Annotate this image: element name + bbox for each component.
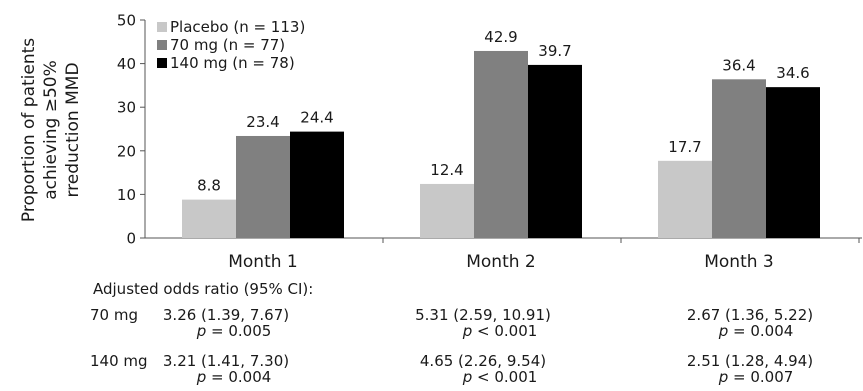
x-category-label: Month 3 (704, 252, 774, 272)
y-axis-label-line: Proportion of patients (19, 38, 39, 222)
bar-value-label: 39.7 (538, 42, 571, 60)
y-axis-label: Proportion of patients achieving ≥50% rred… (19, 38, 83, 222)
legend-swatch (157, 40, 167, 50)
bar-value-label: 34.6 (776, 64, 809, 82)
bar (528, 64, 582, 239)
y-tick-label: 30 (117, 99, 136, 117)
y-tick-label: 40 (117, 55, 136, 73)
bar (420, 183, 474, 238)
x-category-label: Month 1 (228, 252, 298, 272)
legend-label: 140 mg (n = 78) (170, 54, 295, 72)
y-axis-label-line: rreduction MMD (63, 62, 83, 197)
bar (182, 199, 236, 238)
bar (766, 87, 820, 238)
y-axis-label-line: achieving ≥50% (41, 60, 61, 200)
bar (658, 160, 712, 238)
bar-value-label: 23.4 (246, 113, 279, 131)
bar (236, 135, 290, 238)
y-tick-label: 50 (117, 12, 136, 30)
legend-label: Placebo (n = 113) (170, 18, 305, 36)
bar-value-label: 8.8 (197, 177, 221, 195)
bar (712, 79, 766, 239)
legend-label: 70 mg (n = 77) (170, 36, 285, 54)
bar-value-label: 36.4 (722, 56, 755, 74)
legend-swatch (157, 22, 167, 32)
bar (474, 50, 528, 239)
bar-value-label: 42.9 (484, 28, 517, 46)
bar (290, 131, 344, 238)
bar-value-label: 24.4 (300, 109, 333, 127)
y-tick-label: 20 (117, 142, 136, 160)
x-category-label: Month 2 (466, 252, 536, 272)
legend-swatch (157, 58, 167, 68)
y-tick-label: 0 (126, 230, 136, 248)
y-tick-label: 10 (117, 186, 136, 204)
bar-value-label: 12.4 (430, 161, 463, 179)
bar-value-label: 17.7 (668, 138, 701, 156)
